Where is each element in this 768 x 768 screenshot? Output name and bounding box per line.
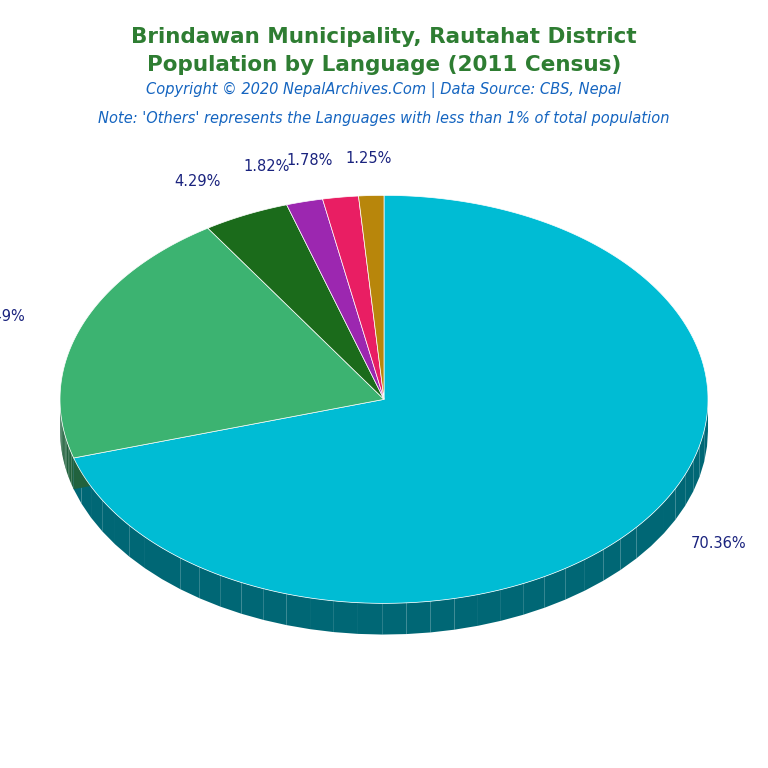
Polygon shape xyxy=(685,460,694,506)
Polygon shape xyxy=(263,589,286,625)
Polygon shape xyxy=(74,399,384,489)
Polygon shape xyxy=(704,415,707,462)
Polygon shape xyxy=(70,449,71,485)
Polygon shape xyxy=(359,195,384,399)
Text: Brindawan Municipality, Rautahat District: Brindawan Municipality, Rautahat Distric… xyxy=(131,27,637,47)
Polygon shape xyxy=(382,603,406,634)
Polygon shape xyxy=(637,515,651,558)
Polygon shape xyxy=(358,603,382,634)
Polygon shape xyxy=(71,454,74,489)
Polygon shape xyxy=(501,584,523,621)
Polygon shape xyxy=(406,601,431,634)
Polygon shape xyxy=(145,537,162,579)
Polygon shape xyxy=(455,594,478,630)
Polygon shape xyxy=(81,472,91,518)
Polygon shape xyxy=(67,441,68,476)
Polygon shape xyxy=(286,199,384,399)
Text: 70.36%: 70.36% xyxy=(690,535,746,551)
Polygon shape xyxy=(310,598,334,632)
Polygon shape xyxy=(334,601,358,634)
Polygon shape xyxy=(585,549,604,591)
Polygon shape xyxy=(115,513,129,557)
Polygon shape xyxy=(91,486,102,531)
Polygon shape xyxy=(604,538,621,581)
Polygon shape xyxy=(664,488,675,533)
Polygon shape xyxy=(68,445,70,481)
Polygon shape xyxy=(651,502,664,546)
Polygon shape xyxy=(545,568,565,607)
Polygon shape xyxy=(478,590,501,626)
Polygon shape xyxy=(63,428,65,463)
Polygon shape xyxy=(129,525,145,568)
Polygon shape xyxy=(523,577,545,614)
Text: Population by Language (2011 Census): Population by Language (2011 Census) xyxy=(147,55,621,75)
Polygon shape xyxy=(74,399,384,489)
Polygon shape xyxy=(707,400,708,446)
Polygon shape xyxy=(200,567,220,607)
Polygon shape xyxy=(65,436,67,472)
Text: Copyright © 2020 NepalArchives.Com | Data Source: CBS, Nepal: Copyright © 2020 NepalArchives.Com | Dat… xyxy=(147,82,621,98)
Polygon shape xyxy=(102,500,115,545)
Text: 20.49%: 20.49% xyxy=(0,309,25,324)
Text: 4.29%: 4.29% xyxy=(175,174,221,189)
Polygon shape xyxy=(431,598,455,632)
Polygon shape xyxy=(286,594,310,629)
Text: 1.25%: 1.25% xyxy=(346,151,392,167)
Polygon shape xyxy=(621,527,637,570)
Text: Note: 'Others' represents the Languages with less than 1% of total population: Note: 'Others' represents the Languages … xyxy=(98,111,670,127)
Polygon shape xyxy=(60,228,384,458)
Text: 1.78%: 1.78% xyxy=(286,154,333,168)
Polygon shape xyxy=(675,475,685,520)
Polygon shape xyxy=(180,558,200,598)
Polygon shape xyxy=(242,583,263,620)
Text: 1.82%: 1.82% xyxy=(243,158,290,174)
Polygon shape xyxy=(62,423,63,458)
Polygon shape xyxy=(700,430,704,477)
Polygon shape xyxy=(323,196,384,399)
Polygon shape xyxy=(707,385,708,431)
Polygon shape xyxy=(74,458,81,504)
Polygon shape xyxy=(162,548,180,589)
Polygon shape xyxy=(74,195,708,604)
Polygon shape xyxy=(208,205,384,399)
Polygon shape xyxy=(565,559,585,600)
Polygon shape xyxy=(220,575,242,614)
Polygon shape xyxy=(694,445,700,492)
